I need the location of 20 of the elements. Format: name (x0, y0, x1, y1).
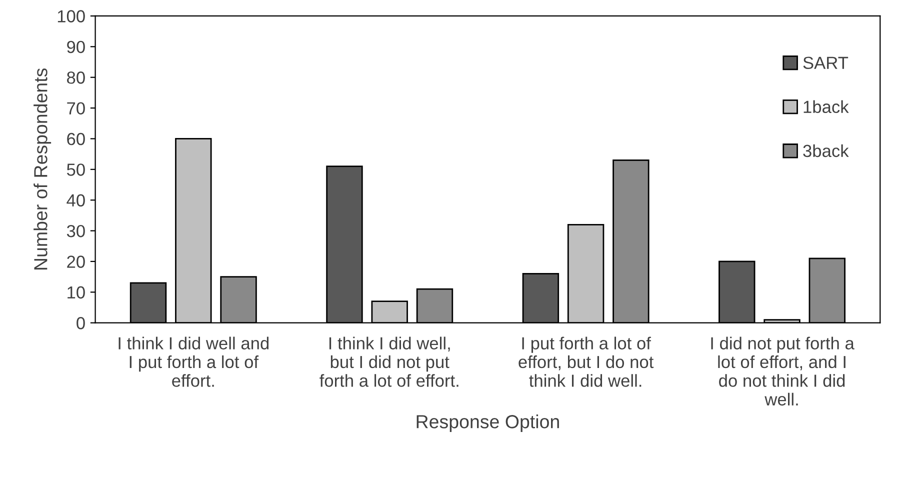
y-tick-label: 20 (67, 256, 85, 268)
x-tick-label: I put forth a lot of effort, but I do not think I did well. (518, 336, 654, 387)
x-tick-label: I did not put forth a lot of effort, and I do not think I did well. (711, 336, 854, 406)
y-axis-title: Number of Respondents (34, 68, 52, 270)
y-tick-label: 60 (67, 132, 85, 146)
legend-label: 1back (804, 100, 849, 114)
x-tick-label: I think I did well, but I did not put forth a lot of effort. (320, 336, 458, 387)
y-tick-label: 40 (66, 194, 85, 207)
y-tick-label: 70 (67, 102, 85, 114)
legend-label: SART (803, 56, 848, 69)
y-tick-label: 10 (68, 286, 85, 299)
y-tick-label: 90 (67, 40, 85, 54)
x-axis-title: Response Option (416, 414, 559, 432)
x-tick-label: I think I did well and I put forth a lot of effort. (118, 336, 269, 387)
y-tick-label: 0 (76, 316, 85, 330)
y-tick-label: 100 (58, 10, 85, 22)
y-tick-label: 30 (66, 224, 85, 238)
y-tick-label: 80 (67, 72, 85, 84)
legend-label: 3back (803, 144, 849, 158)
y-tick-label: 50 (66, 164, 85, 176)
